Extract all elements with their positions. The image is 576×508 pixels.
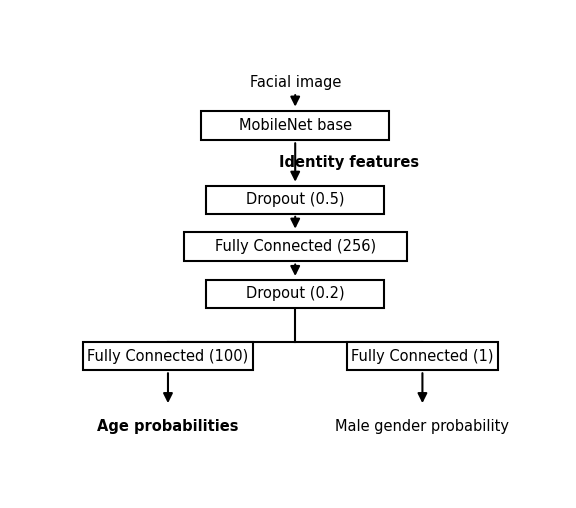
Text: Fully Connected (100): Fully Connected (100)	[88, 349, 249, 364]
FancyBboxPatch shape	[83, 342, 253, 370]
FancyBboxPatch shape	[206, 279, 384, 308]
Text: Fully Connected (1): Fully Connected (1)	[351, 349, 494, 364]
Text: Age probabilities: Age probabilities	[97, 419, 238, 434]
Text: Facial image: Facial image	[249, 75, 341, 90]
FancyBboxPatch shape	[184, 232, 407, 262]
Text: Identity features: Identity features	[279, 155, 419, 170]
FancyBboxPatch shape	[202, 111, 389, 140]
FancyBboxPatch shape	[347, 342, 498, 370]
Text: Dropout (0.5): Dropout (0.5)	[246, 193, 344, 207]
Text: MobileNet base: MobileNet base	[238, 118, 352, 133]
FancyBboxPatch shape	[206, 186, 384, 214]
Text: Male gender probability: Male gender probability	[335, 419, 509, 434]
Text: Dropout (0.2): Dropout (0.2)	[246, 286, 344, 301]
Text: Fully Connected (256): Fully Connected (256)	[215, 239, 376, 255]
